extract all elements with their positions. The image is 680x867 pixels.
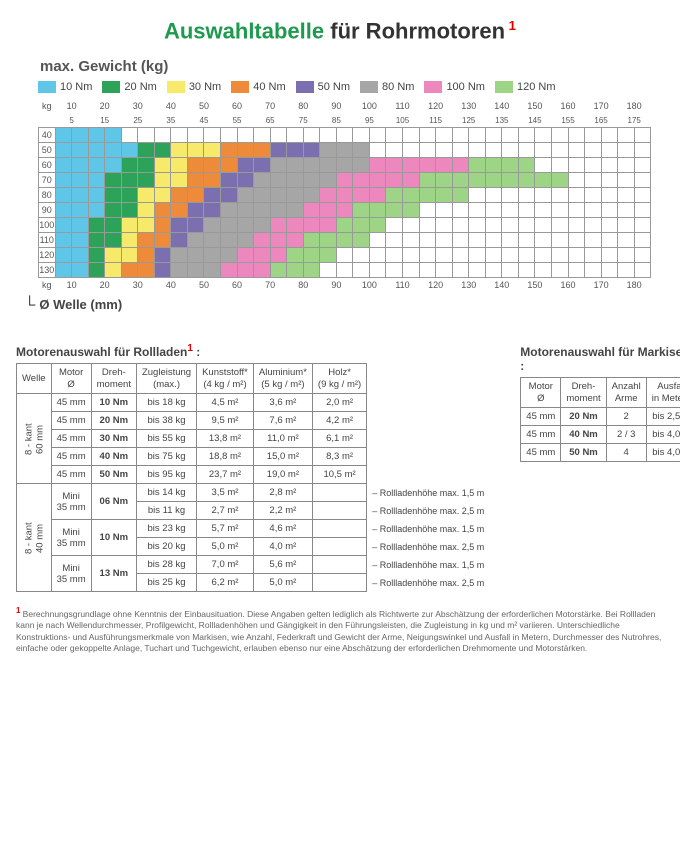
- legend-item: 50 Nm: [296, 81, 350, 93]
- legend-item: 100 Nm: [424, 81, 485, 93]
- rollladen-table: WelleMotorØDreh-momentZugleistung(max.)K…: [16, 363, 490, 592]
- legend-swatch: [167, 81, 185, 93]
- chart-subhead: max. Gewicht (kg): [40, 58, 664, 75]
- markisen-table: MotorØDreh-momentAnzahlArmeAusfallin Met…: [520, 377, 680, 462]
- page-title: Auswahltabelle für Rohrmotoren 1: [16, 18, 664, 44]
- legend-item: 120 Nm: [495, 81, 556, 93]
- torque-legend: 10 Nm 20 Nm 30 Nm 40 Nm 50 Nm 80 Nm 100 Nm 120 …: [38, 81, 664, 93]
- legend-swatch: [296, 81, 314, 93]
- legend-swatch: [102, 81, 120, 93]
- legend-swatch: [231, 81, 249, 93]
- legend-item: 20 Nm: [102, 81, 156, 93]
- rollladen-block: Motorenauswahl für Rollladen1 : WelleMot…: [16, 343, 490, 592]
- legend-swatch: [495, 81, 513, 93]
- axis-y-label: Ø Welle (mm): [24, 297, 664, 315]
- heatmap-chart: kg10203040506070809010011012013014015016…: [38, 99, 664, 291]
- legend-item: 40 Nm: [231, 81, 285, 93]
- legend-swatch: [360, 81, 378, 93]
- legend-swatch: [424, 81, 442, 93]
- legend-swatch: [38, 81, 56, 93]
- legend-item: 80 Nm: [360, 81, 414, 93]
- markisen-block: Motorenauswahl für Markisen1 : MotorØDre…: [520, 343, 680, 462]
- legend-item: 30 Nm: [167, 81, 221, 93]
- footnote: 1 Berechnungsgrundlage ohne Kenntnis der…: [16, 606, 664, 655]
- legend-item: 10 Nm: [38, 81, 92, 93]
